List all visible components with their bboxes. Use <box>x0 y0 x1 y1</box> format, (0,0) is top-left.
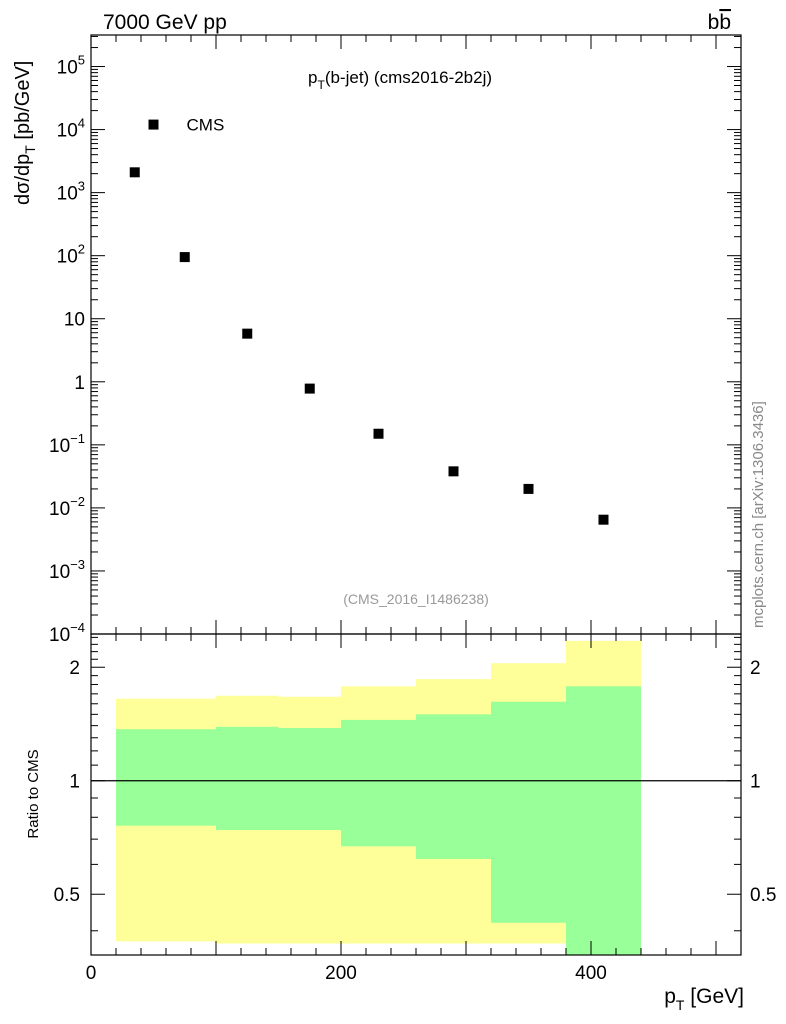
top-y-axis-label: dσ/dpT [pb/GeV] <box>12 61 38 205</box>
top-y-tick-label: 10−3 <box>49 557 85 583</box>
ratio-plot-frame <box>90 633 742 956</box>
ratio-y-tick-label-right: 1 <box>750 772 761 793</box>
data-point <box>598 514 609 525</box>
ratio-band-inner <box>216 726 279 831</box>
ratio-band-inner <box>416 714 491 860</box>
x-tick-label: 200 <box>325 963 357 984</box>
header-process-bbar: b <box>719 11 731 34</box>
top-plot: 10−4 10−3 10−2 10−1 1 10 102 103 104 105 CMS <box>49 34 742 646</box>
data-point <box>179 252 190 263</box>
watermark: mcplots.cern.ch [arXiv:1306.3436] <box>750 401 767 628</box>
top-y-tick-label: 10 <box>64 310 85 331</box>
top-y-tick-label: 10−4 <box>49 620 85 646</box>
top-y-tick-label: 102 <box>57 242 85 268</box>
legend-label: CMS <box>187 116 225 135</box>
plot-title: pT(b-jet) (cms2016-2b2j) <box>308 68 492 92</box>
ratio-y-tick-label-left: 2 <box>69 658 80 679</box>
analysis-label: (CMS_2016_I1486238) <box>343 591 489 607</box>
header-beam-energy: 7000 GeV pp <box>103 11 227 34</box>
ratio-band-inner <box>341 719 416 847</box>
ratio-band-inner <box>491 701 566 923</box>
x-tick-label: 400 <box>575 963 607 984</box>
ratio-band-inner <box>116 729 216 826</box>
ratio-y-tick-label-left: 0.5 <box>54 885 80 906</box>
top-y-tick-label: 10−1 <box>49 431 85 457</box>
data-point <box>448 466 459 477</box>
header-process: bb <box>708 11 731 34</box>
top-y-tick-label: 10−2 <box>49 494 85 520</box>
ratio-band-inner <box>566 686 641 955</box>
ratio-y-tick-label-right: 0.5 <box>750 885 776 906</box>
data-point <box>523 483 534 494</box>
ratio-y-tick-label-right: 2 <box>750 658 761 679</box>
data-point <box>373 428 384 439</box>
ratio-y-axis-label: Ratio to CMS <box>25 749 42 838</box>
ratio-y-tick-label-left: 1 <box>69 772 80 793</box>
ratio-plot: 0.5 0.5 1 1 2 2 0 200 400 <box>54 633 776 984</box>
top-y-tick-label: 1 <box>74 373 85 394</box>
top-y-tick-label: 104 <box>57 116 85 142</box>
data-point <box>304 383 315 394</box>
data-point <box>129 167 140 178</box>
legend-marker <box>148 119 159 130</box>
ratio-band-inner <box>278 727 341 831</box>
data-point <box>242 328 253 339</box>
x-axis-label: pT [GeV] <box>664 985 744 1013</box>
top-y-tick-label: 105 <box>57 53 85 79</box>
top-y-tick-label: 103 <box>57 179 85 205</box>
x-tick-label: 0 <box>86 963 97 984</box>
